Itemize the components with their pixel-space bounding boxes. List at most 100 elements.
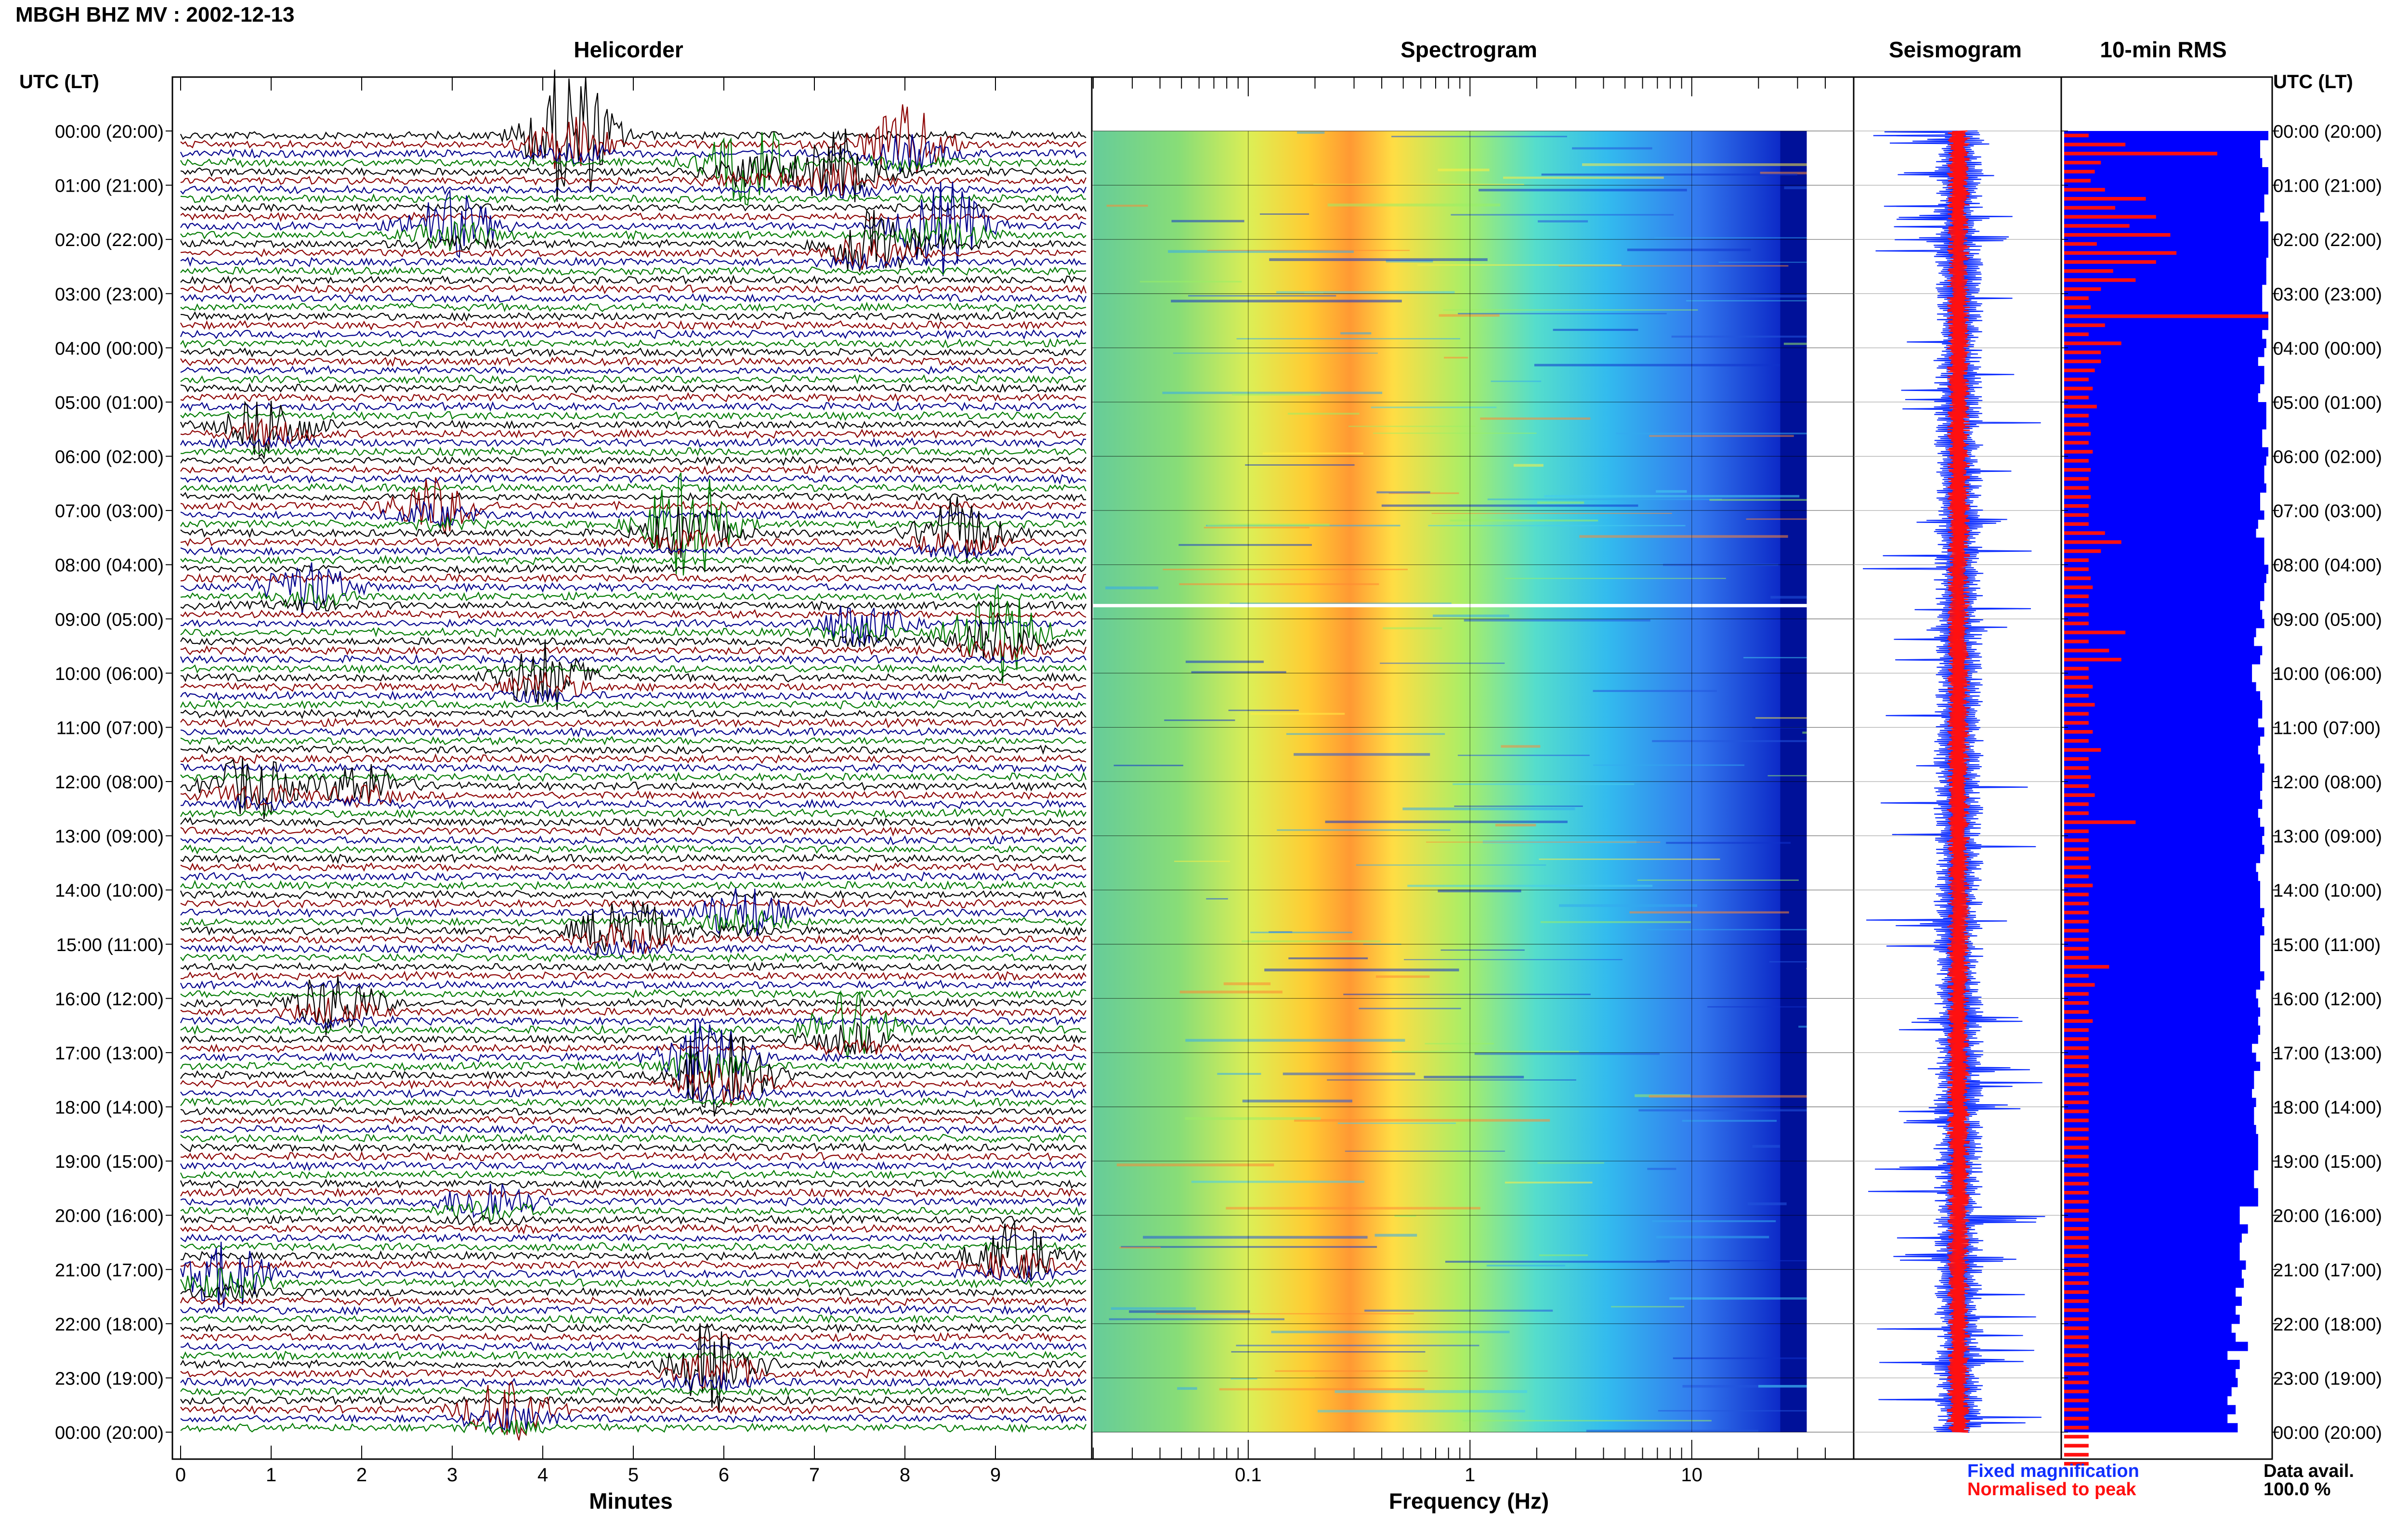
rms-fixed-bar (2064, 637, 2254, 647)
spectrogram-streak (1486, 1265, 1565, 1266)
helicorder-trace (180, 554, 1086, 566)
rms-normalised-bar (2064, 884, 2093, 888)
rms-fixed-bar (2064, 357, 2258, 366)
rms-normalised-bar (2064, 1281, 2089, 1285)
rms-fixed-bar (2064, 492, 2261, 502)
rms-normalised-bar (2064, 1435, 2089, 1439)
spectrogram-tick-label: 10 (1681, 1464, 1703, 1486)
helicorder-trace (180, 265, 1086, 276)
rms-normalised-bar (2064, 1055, 2089, 1059)
helicorder-trace (180, 301, 1086, 313)
spectrogram-streak (1262, 452, 1363, 455)
rms-normalised-bar (2064, 1335, 2089, 1339)
rms-normalised-bar (2064, 1263, 2089, 1267)
rms-normalised-bar (2064, 613, 2089, 616)
rms-fixed-bar (2064, 402, 2266, 412)
time-label-right: 01:00 (21:00) (2273, 176, 2382, 196)
rms-normalised-bar (2064, 1425, 2089, 1430)
rms-normalised-bar (2064, 1417, 2089, 1421)
rms-normalised-bar (2064, 775, 2091, 779)
spectrogram-streak (1582, 163, 1807, 166)
spectrogram-streak (1707, 1006, 1807, 1008)
rms-fixed-bar (2064, 628, 2256, 638)
rms-normalised-bar (2064, 603, 2089, 607)
spectrogram-streak (1340, 332, 1372, 335)
rms-fixed-bar (2064, 763, 2264, 773)
rms-normalised-bar (2064, 341, 2121, 345)
rms-normalised-bar (2064, 748, 2101, 752)
spectrogram-streak (1327, 203, 1501, 207)
rms-normalised-bar (2064, 540, 2121, 544)
rms-fixed-bar (2064, 348, 2264, 357)
rms-normalised-bar (2064, 296, 2089, 300)
spectrogram-streak (1277, 829, 1451, 831)
rms-normalised-bar (2064, 1381, 2089, 1384)
spectrogram-streak (1783, 342, 1807, 345)
spectrogram-streak (1503, 176, 1664, 179)
spectrogram-streak (1538, 220, 1588, 222)
rms-fixed-bar (2064, 293, 2263, 303)
rms-normalised-bar (2064, 558, 2089, 562)
rms-normalised-bar (2064, 1290, 2089, 1294)
rms-fixed-bar (2064, 944, 2261, 954)
utc-axis-label-left: UTC (LT) (19, 71, 99, 92)
helicorder-trace (180, 1115, 1086, 1125)
rms-normalised-bar (2064, 206, 2115, 210)
rms-fixed-bar (2064, 1405, 2236, 1414)
spectrogram-streak (1501, 745, 1541, 748)
time-label-right: 03:00 (23:00) (2273, 285, 2382, 305)
rms-normalised-bar (2064, 793, 2095, 797)
rms-normalised-bar (2064, 1371, 2089, 1375)
time-label-left: 09:00 (05:00) (55, 610, 164, 630)
spectrogram-streak (1109, 1318, 1285, 1320)
data-availability-label: Data avail. (2264, 1461, 2354, 1481)
rms-fixed-bar (2064, 239, 2268, 249)
rms-fixed-bar (2064, 610, 2263, 619)
rms-fixed-bar (2064, 619, 2264, 628)
spectrogram-streak (1769, 961, 1807, 963)
helicorder-trace (180, 209, 1086, 272)
rms-normalised-bar (2064, 513, 2089, 517)
spectrogram-streak (1143, 1236, 1368, 1239)
rms-normalised-bar (2064, 703, 2095, 707)
helicorder-trace (180, 826, 1086, 837)
rms-normalised-bar (2064, 712, 2089, 716)
rms-normalised-bar (2064, 1317, 2089, 1321)
rms-fixed-bar (2064, 600, 2261, 610)
rms-plot (2060, 76, 2273, 1466)
rms-normalised-bar (2064, 332, 2089, 336)
rms-fixed-bar (2064, 917, 2263, 927)
spectrogram-streak (1540, 921, 1691, 923)
helicorder-trace (180, 718, 1086, 729)
rms-normalised-bar (2064, 730, 2093, 734)
spectrogram-streak (1673, 1357, 1807, 1359)
rms-normalised-bar (2064, 874, 2089, 878)
rms-normalised-bar (2064, 368, 2095, 372)
rms-fixed-bar (2064, 329, 2263, 339)
time-label-left: 03:00 (23:00) (55, 285, 164, 305)
time-label-right: 12:00 (08:00) (2273, 772, 2382, 793)
rms-fixed-bar (2064, 1387, 2232, 1397)
spectrogram-streak (1656, 1260, 1807, 1262)
spectrogram-streak (1656, 490, 1687, 493)
rms-fixed-bar (2064, 1034, 2258, 1044)
spectrogram-streak (1445, 1261, 1670, 1263)
spectrogram-streak (1479, 189, 1687, 192)
helicorder-trace (180, 639, 1086, 710)
rms-fixed-bar (2064, 1070, 2254, 1080)
rms-normalised-bar (2064, 1154, 2089, 1159)
rms-fixed-bar (2064, 583, 2264, 592)
helicorder-trace (180, 1323, 1086, 1412)
x-ticks: 0 1 2 3 4 5 6 7 8 9 0.1 1 10 (175, 1446, 1702, 1486)
spectrogram-streak (1375, 975, 1430, 978)
spectrogram-streak (1139, 281, 1242, 283)
rms-fixed-bar (2064, 176, 2268, 186)
helicorder-trace (180, 401, 1086, 412)
spectrogram-gap (1093, 604, 1807, 608)
spectrogram-streak (1245, 464, 1355, 466)
helicorder-trace (180, 500, 1086, 529)
rms-normalised-bar (2064, 1010, 2089, 1014)
time-label-right: 00:00 (20:00) (2273, 122, 2382, 142)
helicorder-trace (180, 1220, 1086, 1282)
helicorder-trace (180, 464, 1086, 475)
